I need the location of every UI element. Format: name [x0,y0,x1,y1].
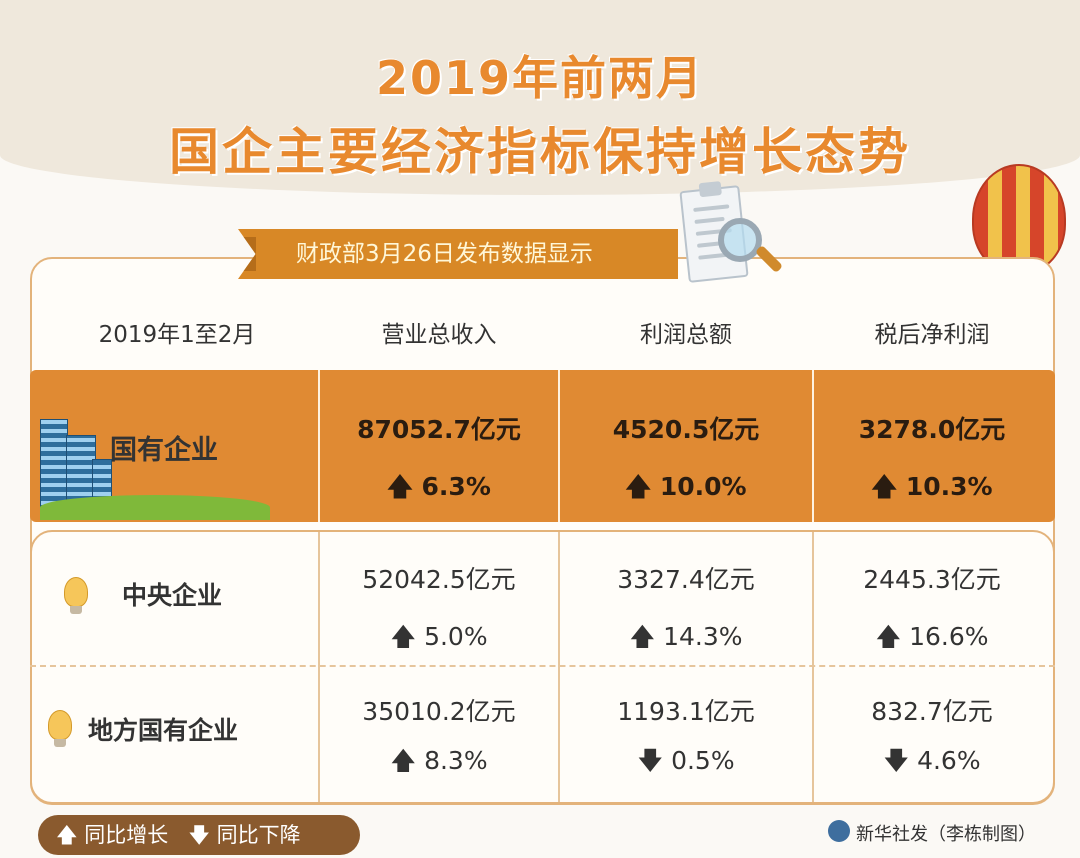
source-banner: 财政部3月26日发布数据显示 [238,229,678,279]
sub-table-panel [30,530,1055,804]
row-title-state-owned: 国有企业 [110,435,218,466]
lightbulb-icon [48,710,72,747]
divider [558,532,560,802]
cell-net-profit: 2445.3亿元 🡅 16.6% [863,565,1001,651]
hot-air-balloon-icon [972,164,1066,274]
cell-revenue: 87052.7亿元 🡅 6.3% [357,415,521,501]
legend: 🡅 同比增长 🡇 同比下降 [38,815,360,855]
dashed-divider [30,665,1055,667]
arrow-up-icon: 🡅 [390,746,417,775]
magnifier-icon [718,218,762,262]
arrow-up-icon: 🡅 [387,472,413,501]
grass-decoration [40,495,270,520]
arrow-down-icon: 🡇 [637,746,664,775]
header-revenue: 营业总收入 [381,322,497,348]
row-title-local: 地方国有企业 [88,716,239,745]
legend-up-label: 同比增长 [84,823,169,847]
cell-net-profit: 832.7亿元 🡇 4.6% [871,697,993,775]
row-title-central: 中央企业 [122,581,223,610]
header-band [0,0,1080,195]
header-net-profit: 税后净利润 [874,322,990,348]
divider [812,532,814,802]
lightbulb-icon [64,577,88,614]
cell-profit: 3327.4亿元 🡅 14.3% [617,565,755,651]
credit-text: 新华社发（李栋制图） [856,824,1036,845]
cell-revenue: 35010.2亿元 🡅 8.3% [362,697,516,775]
arrow-up-icon: 🡅 [56,823,78,847]
divider [318,532,320,802]
arrow-up-icon: 🡅 [390,622,417,651]
cell-profit: 1193.1亿元 🡇 0.5% [617,697,755,775]
header-period: 2019年1至2月 [98,322,256,348]
cell-net-profit: 3278.0亿元 🡅 10.3% [858,415,1006,501]
header-profit: 利润总额 [640,322,732,348]
xinhua-logo-icon [828,820,850,842]
page-title-line-2: 国企主要经济指标保持增长态势 [169,123,911,181]
arrow-down-icon: 🡇 [883,746,910,775]
arrow-up-icon: 🡅 [629,622,656,651]
cell-revenue: 52042.5亿元 🡅 5.0% [362,565,516,651]
legend-down-label: 同比下降 [216,823,301,847]
page-title-line-1: 2019年前两月 [375,51,705,105]
cell-profit: 4520.5亿元 🡅 10.0% [612,415,760,501]
arrow-up-icon: 🡅 [871,472,898,501]
arrow-down-icon: 🡇 [188,823,210,847]
arrow-up-icon: 🡅 [875,622,902,651]
arrow-up-icon: 🡅 [625,472,652,501]
